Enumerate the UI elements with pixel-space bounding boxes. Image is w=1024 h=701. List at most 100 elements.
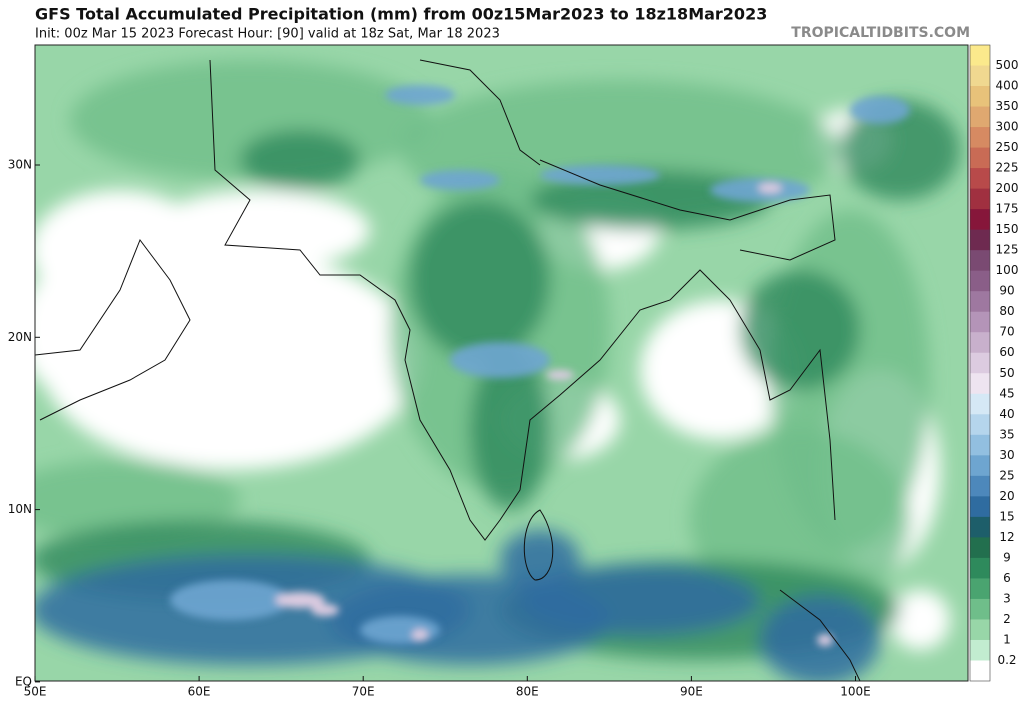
colorbar-swatch bbox=[970, 168, 990, 190]
colorbar-label: 250 bbox=[996, 140, 1019, 154]
extreme-precip bbox=[311, 604, 339, 616]
moderate-precip bbox=[470, 350, 550, 510]
colorbar-swatch bbox=[970, 434, 990, 456]
colorbar-label: 1 bbox=[1003, 632, 1011, 646]
coastline bbox=[523, 509, 554, 581]
peak-precip bbox=[850, 96, 910, 124]
lat-label: EQ bbox=[15, 674, 32, 688]
colorbar-label: 2 bbox=[1003, 612, 1011, 626]
dry-area bbox=[890, 590, 950, 650]
colorbar-swatch bbox=[970, 270, 990, 292]
moderate-precip bbox=[740, 270, 860, 390]
colorbar-label: 400 bbox=[996, 79, 1019, 93]
colorbar-label: 0.2 bbox=[997, 653, 1016, 667]
colorbar-swatch bbox=[970, 250, 990, 272]
extreme-precip bbox=[817, 634, 833, 646]
colorbar-label: 80 bbox=[999, 304, 1014, 318]
colorbar-label: 35 bbox=[999, 427, 1014, 441]
colorbar-swatch bbox=[970, 106, 990, 128]
colorbar-label: 150 bbox=[996, 222, 1019, 236]
moderate-precip bbox=[530, 170, 770, 230]
colorbar-swatch bbox=[970, 291, 990, 313]
colorbar-swatch bbox=[970, 65, 990, 87]
colorbar-swatch bbox=[970, 311, 990, 333]
lon-label: 80E bbox=[516, 685, 539, 699]
colorbar-swatch bbox=[970, 352, 990, 374]
colorbar-swatch bbox=[970, 557, 990, 579]
colorbar-swatch bbox=[970, 639, 990, 661]
coastlines bbox=[35, 59, 861, 681]
lat-label: 20N bbox=[8, 330, 32, 344]
colorbar-label: 175 bbox=[996, 202, 1019, 216]
colorbar-swatch bbox=[970, 86, 990, 108]
colorbar-swatch bbox=[970, 537, 990, 559]
colorbar-label: 70 bbox=[999, 325, 1014, 339]
colorbar-frame bbox=[969, 44, 991, 682]
peak-precip bbox=[170, 580, 290, 620]
colorbar-label: 45 bbox=[999, 386, 1014, 400]
colorbar-label: 15 bbox=[999, 509, 1014, 523]
colorbar-label: 20 bbox=[999, 489, 1014, 503]
subtitle: Init: 00z Mar 15 2023 Forecast Hour: [90… bbox=[35, 27, 500, 42]
colorbar-label: 200 bbox=[996, 181, 1019, 195]
lon-label: 90E bbox=[680, 685, 703, 699]
lon-label: 100E bbox=[840, 685, 871, 699]
colorbar-swatch bbox=[970, 188, 990, 210]
dry-area bbox=[35, 270, 100, 390]
colorbar-swatch bbox=[970, 209, 990, 231]
colorbar-swatch bbox=[970, 619, 990, 641]
map-frame bbox=[34, 44, 969, 682]
lat-label: 10N bbox=[8, 502, 32, 516]
colorbar-swatch bbox=[970, 127, 990, 149]
colorbar-label: 125 bbox=[996, 243, 1019, 257]
colorbar-swatch bbox=[970, 598, 990, 620]
extreme-precip bbox=[275, 592, 325, 608]
coastline bbox=[35, 238, 191, 421]
colorbar-swatch bbox=[970, 45, 990, 67]
colorbar-label: 350 bbox=[996, 99, 1019, 113]
colorbar-swatch bbox=[970, 660, 990, 682]
colorbar-label: 30 bbox=[999, 448, 1014, 462]
colorbar-label: 90 bbox=[999, 284, 1014, 298]
lon-label: 70E bbox=[352, 685, 375, 699]
dry-area bbox=[150, 190, 370, 270]
colorbar-swatch bbox=[970, 373, 990, 395]
light-precip bbox=[35, 460, 240, 540]
coastline bbox=[419, 59, 541, 166]
colorbar-swatch bbox=[970, 496, 990, 518]
colorbar-swatch bbox=[970, 516, 990, 538]
title: GFS Total Accumulated Precipitation (mm)… bbox=[35, 5, 767, 24]
peak-field bbox=[170, 85, 910, 646]
peak-precip bbox=[450, 342, 550, 378]
colorbar-label: 60 bbox=[999, 345, 1014, 359]
colorbar-label: 3 bbox=[1003, 591, 1011, 605]
colorbar-swatch bbox=[970, 578, 990, 600]
lon-label: 60E bbox=[188, 685, 211, 699]
peak-precip bbox=[540, 165, 660, 185]
colorbar-swatch bbox=[970, 455, 990, 477]
peak-precip bbox=[360, 616, 440, 644]
colorbar-label: 50 bbox=[999, 366, 1014, 380]
colorbar-swatch bbox=[970, 147, 990, 169]
colorbar-label: 9 bbox=[1003, 550, 1011, 564]
colorbar: 5004003503002502252001751501251009080706… bbox=[969, 44, 1019, 682]
colorbar-label: 25 bbox=[999, 468, 1014, 482]
colorbar-label: 100 bbox=[996, 263, 1019, 277]
lat-label: 30N bbox=[8, 158, 32, 172]
colorbar-label: 300 bbox=[996, 120, 1019, 134]
map bbox=[35, 45, 968, 681]
extreme-precip bbox=[546, 370, 574, 380]
lon-label: 50E bbox=[24, 685, 47, 699]
moderate-precip bbox=[840, 100, 960, 200]
colorbar-swatch bbox=[970, 475, 990, 497]
colorbar-label: 12 bbox=[999, 530, 1014, 544]
colorbar-label: 225 bbox=[996, 161, 1019, 175]
coastline bbox=[779, 589, 861, 681]
coastline bbox=[209, 59, 836, 541]
colorbar-swatch bbox=[970, 229, 990, 251]
peak-precip bbox=[420, 170, 500, 190]
heavy-precip bbox=[520, 565, 760, 635]
colorbar-swatch bbox=[970, 393, 990, 415]
